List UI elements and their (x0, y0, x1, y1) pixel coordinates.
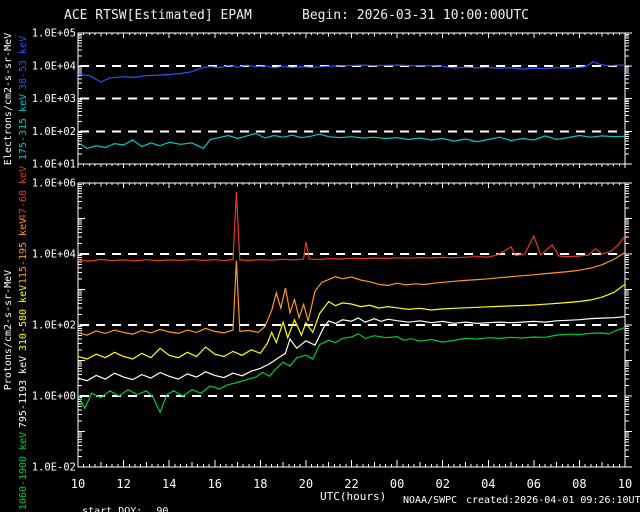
proton-energy-label-310-580: 310-580 keV (18, 284, 29, 352)
electrons-axis-title: Electrons/cm2-s-sr-MeV (3, 32, 14, 166)
proton-energy-label-1060-1900: 1060-1900 keV (18, 431, 29, 511)
svg-text:06: 06 (527, 477, 541, 491)
created-timestamp: created:2026-04-01 09:26:10UTC (466, 495, 640, 506)
svg-text:10: 10 (71, 477, 85, 491)
svg-text:20: 20 (299, 477, 313, 491)
start-doy: start DOY: 90 (58, 497, 168, 512)
electron-energy-label-38-53: 38-53 keV (18, 35, 29, 91)
svg-text:1.0E+00: 1.0E+00 (32, 391, 76, 403)
proton-energy-label-115-195: 115-195 keV (18, 217, 29, 285)
svg-text:14: 14 (162, 477, 176, 491)
svg-text:1.0E+02: 1.0E+02 (32, 320, 76, 332)
start-doy-value: 90 (156, 506, 169, 512)
page-title: ACE RTSW[Estimated] EPAM (64, 8, 252, 23)
svg-text:1.0E+05: 1.0E+05 (32, 28, 76, 40)
svg-text:18: 18 (253, 477, 267, 491)
agency-credit: NOAA/SWPC (403, 495, 458, 506)
start-doy-label: start DOY: (82, 506, 143, 512)
svg-text:1.0E+06: 1.0E+06 (32, 178, 76, 190)
proton-energy-label-795-1193: 795-1193 keV (18, 355, 29, 429)
proton-energy-label-47-68: 47-68 keV (18, 165, 29, 221)
svg-text:1.0E+03: 1.0E+03 (32, 93, 76, 105)
svg-text:22: 22 (344, 477, 358, 491)
svg-text:10: 10 (618, 477, 632, 491)
begin-timestamp: Begin: 2026-03-31 10:00:00UTC (302, 8, 529, 23)
electron-energy-label-175-315: 175-315 keV (18, 93, 29, 161)
svg-text:02: 02 (435, 477, 449, 491)
protons-axis-title: Protons/cm2-s-sr-MeV (3, 269, 14, 391)
svg-text:04: 04 (481, 477, 495, 491)
svg-text:00: 00 (390, 477, 404, 491)
svg-text:1.0E-02: 1.0E-02 (32, 462, 76, 474)
svg-text:1.0E+04: 1.0E+04 (32, 249, 76, 261)
svg-text:12: 12 (116, 477, 130, 491)
svg-text:16: 16 (208, 477, 222, 491)
svg-text:08: 08 (572, 477, 586, 491)
svg-text:1.0E+04: 1.0E+04 (32, 60, 76, 72)
svg-text:1.0E+02: 1.0E+02 (32, 126, 76, 138)
x-axis-title: UTC(hours) (320, 490, 387, 503)
svg-text:1.0E+01: 1.0E+01 (32, 159, 76, 171)
